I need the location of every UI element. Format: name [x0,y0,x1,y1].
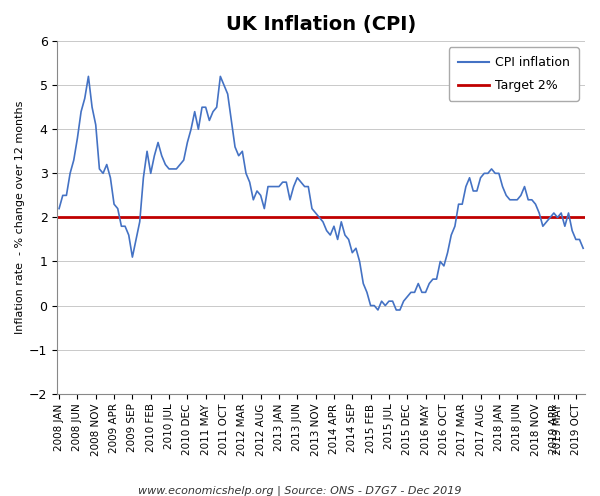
Legend: CPI inflation, Target 2%: CPI inflation, Target 2% [449,47,579,101]
Y-axis label: Inflation rate  - % change over 12 months: Inflation rate - % change over 12 months [15,101,25,334]
Text: www.economicshelp.org | Source: ONS - D7G7 - Dec 2019: www.economicshelp.org | Source: ONS - D7… [138,486,462,496]
Title: UK Inflation (CPI): UK Inflation (CPI) [226,15,416,34]
